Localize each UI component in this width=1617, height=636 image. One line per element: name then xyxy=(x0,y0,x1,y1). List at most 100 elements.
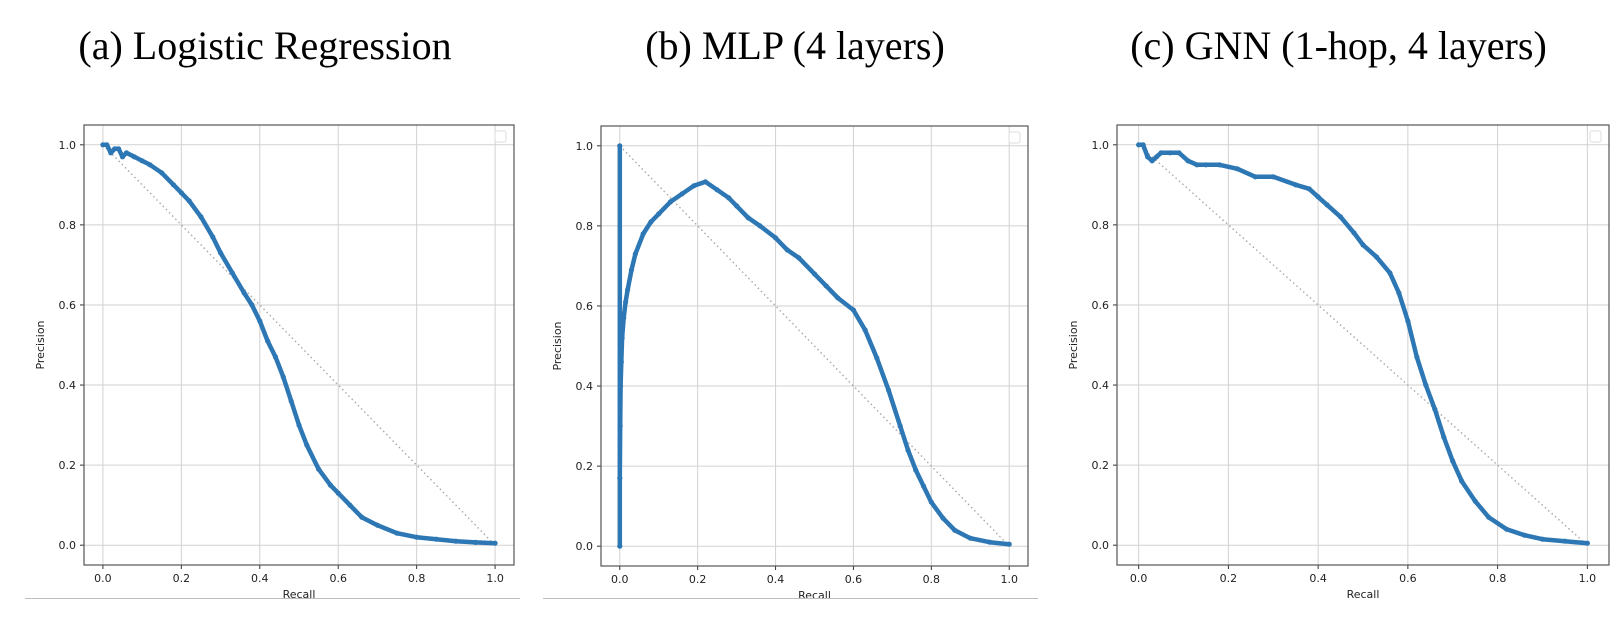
x-tick-label: 0.0 xyxy=(611,573,629,586)
legend-box xyxy=(1008,131,1021,144)
pr-curve-point xyxy=(897,423,903,429)
pr-curve-point xyxy=(1450,458,1456,464)
pr-curve-point xyxy=(241,290,247,296)
pr-curve-point xyxy=(1396,290,1402,296)
pr-curve-point xyxy=(850,307,857,313)
pr-curve-point xyxy=(967,535,973,541)
plot-frame xyxy=(600,125,1029,567)
pr-curve-point xyxy=(1252,174,1258,180)
pr-curve-point xyxy=(1432,406,1438,412)
y-tick-label: 0.8 xyxy=(1092,219,1110,232)
pr-curve-point xyxy=(1194,162,1200,168)
pr-curve-point xyxy=(178,190,184,196)
y-tick-label: 0.6 xyxy=(576,300,594,313)
chart-panel-mlp: (b) MLP (4 layers) 0.0 0.2 0.4 0.6 0.8 1.0 0.0… xyxy=(530,0,1060,636)
pr-curve-point xyxy=(492,540,498,546)
x-tick-label: 0.6 xyxy=(845,573,863,586)
pr-curve-point xyxy=(1521,532,1528,538)
pr-curve-point xyxy=(170,182,177,188)
pr-curve-point xyxy=(885,387,892,393)
pr-curve-point xyxy=(905,447,911,453)
pr-curve-point xyxy=(1203,162,1209,168)
y-tick-label: 0.0 xyxy=(576,540,594,553)
pr-curve-line xyxy=(1136,142,1590,546)
pr-curve-point xyxy=(1315,194,1321,200)
pr-curve-point xyxy=(1373,254,1380,260)
pr-curve-point xyxy=(1153,154,1160,160)
pr-curve-point xyxy=(414,534,420,540)
pr-curve-point xyxy=(1140,142,1146,148)
pr-curve-point xyxy=(617,143,623,149)
pr-curve-point xyxy=(257,318,263,324)
pr-curve-point xyxy=(433,536,439,542)
pr-curve-point xyxy=(304,442,310,448)
pr-curve-point xyxy=(632,251,638,257)
pr-curve-point xyxy=(1337,214,1344,220)
pr-curve-point xyxy=(280,374,286,380)
plot-frame xyxy=(1116,124,1610,566)
pr-curve-point xyxy=(272,354,279,360)
pr-curve-point xyxy=(217,250,224,256)
pr-curve-point xyxy=(628,267,635,273)
pr-curve-point xyxy=(667,199,674,205)
pr-curve-point xyxy=(1486,514,1492,520)
pr-curve-point xyxy=(1145,154,1151,160)
x-tick-label: 0.8 xyxy=(1489,572,1507,585)
pr-curve-point xyxy=(374,522,381,528)
pr-curve-point xyxy=(335,490,341,496)
pr-curve-point xyxy=(617,383,624,389)
pr-curve-point xyxy=(1472,498,1478,504)
pr-curve-point xyxy=(1158,150,1164,156)
pr-curve-point xyxy=(784,247,790,253)
pr-curve-point xyxy=(1270,174,1276,180)
y-tick-label: 0.6 xyxy=(59,299,77,312)
pr-curve-point xyxy=(1423,382,1429,388)
pr-curve-point xyxy=(1503,526,1510,532)
pr-curve-point xyxy=(691,183,697,189)
chart-title: (c) GNN (1-hop, 4 layers) xyxy=(1130,23,1547,68)
x-tick-label: 0.0 xyxy=(1130,572,1148,585)
pr-curve-point xyxy=(618,359,624,365)
y-tick-label: 0.4 xyxy=(576,380,594,393)
diagonal-reference-line xyxy=(102,144,496,546)
pr-curve-point xyxy=(811,271,818,277)
pr-curve-point xyxy=(119,154,126,160)
x-tick-label: 0.8 xyxy=(923,573,941,586)
x-tick-label: 0.4 xyxy=(1309,572,1327,585)
pr-curve-point xyxy=(745,215,751,221)
pr-curve-point xyxy=(394,530,400,536)
pr-curve-point xyxy=(619,335,625,341)
pr-curve-point xyxy=(734,203,740,209)
pr-curve-point xyxy=(1176,150,1182,156)
pr-curve-point xyxy=(112,146,118,152)
pr-curve-point xyxy=(1006,541,1012,547)
chart-title: (a) Logistic Regression xyxy=(78,23,452,68)
pr-curve-point xyxy=(104,142,110,148)
separator-line xyxy=(543,598,1038,599)
pr-curve-point xyxy=(874,355,880,361)
pr-curve-point xyxy=(617,423,623,429)
pr-curve-point xyxy=(1539,536,1546,542)
y-axis-label: Precision xyxy=(551,321,564,370)
diagonal-reference-line xyxy=(619,145,1010,547)
pr-curve-point xyxy=(757,223,763,229)
pr-curve-point xyxy=(229,270,235,276)
pr-curve-point xyxy=(624,287,631,293)
pr-curve-point xyxy=(1351,230,1357,236)
pr-curve-point xyxy=(1414,354,1420,360)
y-tick-label: 0.0 xyxy=(59,539,77,552)
pr-curve-point xyxy=(835,295,841,301)
pr-curve-point xyxy=(1584,540,1590,546)
chart-panel-logistic-regression: (a) Logistic Regression 0.0 0.2 0.4 0.6 0.8 1… xyxy=(0,0,530,636)
pr-curve-point xyxy=(1459,478,1465,484)
pr-curve-point xyxy=(913,467,919,473)
pr-curve-point xyxy=(100,142,106,148)
grid xyxy=(1117,125,1609,565)
pr-curve-point xyxy=(617,475,623,481)
pr-curve-point xyxy=(679,191,685,197)
y-tick-label: 0.6 xyxy=(1092,299,1110,312)
y-tick-label: 1.0 xyxy=(576,140,594,153)
pr-curve-point xyxy=(1306,186,1312,192)
plot-frame xyxy=(83,124,515,566)
pr-curve-point xyxy=(1149,158,1155,164)
